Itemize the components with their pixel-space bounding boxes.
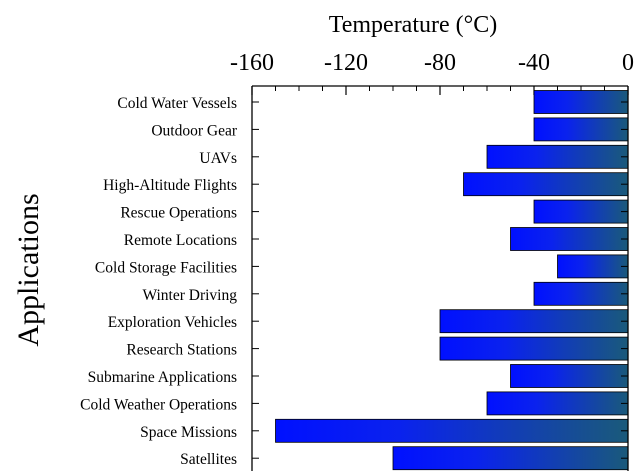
x-axis-ticks: -160 -120 -80 -40 0 — [230, 50, 634, 95]
category-label: Satellites — [180, 451, 237, 468]
category-label: UAVs — [199, 150, 237, 167]
category-label: Rescue Operations — [120, 205, 237, 222]
bar — [486, 144, 629, 169]
bar — [533, 117, 629, 142]
bars — [275, 90, 629, 471]
bar — [557, 254, 629, 279]
x-tick-label: -160 — [230, 50, 274, 76]
plot-frame — [251, 85, 629, 471]
category-labels: Cold Water Vessels Outdoor Gear UAVs High-A… — [80, 95, 238, 468]
category-label: Outdoor Gear — [151, 122, 237, 139]
category-label: Submarine Applications — [88, 369, 237, 386]
category-label: Cold Storage Facilities — [95, 259, 237, 276]
category-label: Research Stations — [126, 342, 237, 359]
bar — [275, 418, 629, 443]
bar — [439, 309, 629, 334]
y-axis-title: Applications — [12, 193, 45, 346]
bar — [510, 364, 629, 388]
x-tick-label: -80 — [424, 50, 456, 76]
category-label: Winter Driving — [142, 287, 237, 304]
category-label: Space Missions — [140, 424, 237, 441]
category-label: High-Altitude Flights — [103, 177, 237, 194]
bar — [439, 336, 629, 361]
bar — [533, 90, 629, 114]
bar — [463, 172, 629, 197]
bar — [486, 391, 629, 416]
category-label: Exploration Vehicles — [108, 314, 237, 331]
category-label: Cold Weather Operations — [80, 396, 237, 413]
bar — [533, 281, 629, 306]
x-tick-label: -120 — [324, 50, 368, 76]
x-tick-label: -40 — [518, 50, 550, 76]
category-label: Remote Locations — [124, 232, 237, 249]
x-tick-label: 0 — [622, 50, 634, 76]
bar — [392, 446, 629, 471]
x-axis-title: Temperature (°C) — [329, 12, 498, 38]
category-label: Cold Water Vessels — [117, 95, 237, 112]
bar — [510, 227, 629, 251]
bar — [533, 199, 629, 224]
